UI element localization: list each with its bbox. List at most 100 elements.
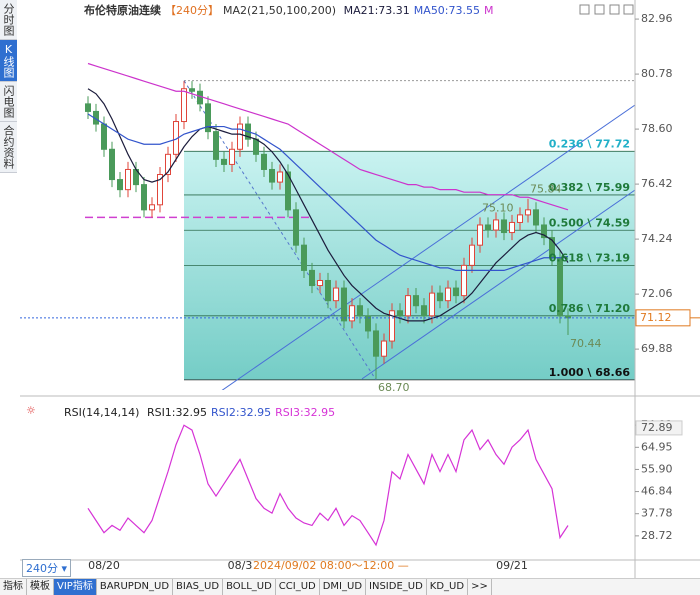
chart-subtitle: 【240分】 [165,4,219,17]
candle-body [365,315,371,332]
y-tick-label: 64.95 [641,440,673,453]
price-annotation: 75.84 [530,183,562,196]
candle-body [533,209,539,226]
candle-body [221,158,227,165]
candle-body [373,330,379,357]
y-tick-label: 72.06 [641,287,673,300]
price-annotation: 68.70 [378,381,410,394]
candle-body [397,310,403,317]
chart: ☼ 2024/09/02 08:00～12:00 — 82.96 80.78 78.… [20,0,700,578]
x-tick-label: 08/3 [228,559,253,572]
side-tab[interactable]: 闪电图 [0,82,17,122]
candle-body [429,292,435,317]
candle-body [445,287,451,302]
candle-body [293,209,299,246]
price-annotation: 75.10 [482,201,514,214]
sidebar: 分时图 K线图 闪电图 合约资料 [0,0,17,173]
toolbar-item[interactable]: BIAS_UD [173,579,224,595]
channel-line [221,104,635,390]
candle-body [125,168,131,191]
candle-body [453,287,459,297]
candle-body [405,295,411,317]
toolbar-item[interactable]: KD_UD [427,579,469,595]
chart-title: 布伦特原油连续 [84,4,161,17]
candle-body [381,340,387,357]
candle-body [333,287,339,302]
side-tab[interactable]: 合约资料 [0,122,17,173]
y-tick-label: 76.42 [641,177,673,190]
fib-diagonal [183,80,377,381]
ma-line [87,113,569,271]
candle-body [237,123,243,150]
toolbar-item[interactable]: CCI_UD [276,579,320,595]
toolbar-item[interactable]: INSIDE_UD [366,579,427,595]
toolbar: 指标 模板 VIP指标 BARUPDN_UD BIAS_UD BOLL_UD CCI_UD D… [0,578,700,595]
side-tab[interactable]: K线图 [0,40,17,82]
toolbar-item[interactable]: 指标 [0,579,27,595]
candle-body [541,224,547,239]
candle-body [205,103,211,133]
rsi-line [87,424,569,547]
legend-entry: MA50:73.55 [413,4,481,17]
candle-body [253,138,259,155]
legend-entry: RSI3:32.95 [275,406,336,419]
candle-body [501,219,507,234]
candle-body [413,295,419,307]
candle-body [461,264,467,297]
x-tick-label: 09/21 [496,559,528,572]
candle-body [309,269,315,287]
rsi-icon: ☼ [26,404,36,417]
crosshair-value: 72.89 [641,421,673,434]
candle-body [493,219,499,231]
candle-body [389,310,395,342]
candle-body [349,305,355,322]
ma-line [87,88,569,322]
y-tick-label: 55.90 [641,462,673,475]
fib-label: 0.618 \ 73.19 [549,252,630,265]
chart-header: 布伦特原油连续 【240分】 MA2(21,50,100,200) MA21:73.… [84,2,498,18]
fib-label: 0.786 \ 71.20 [549,302,631,315]
candle-body [117,179,123,191]
y-tick-label: 37.78 [641,507,673,520]
candle-body [325,279,331,302]
candle-body [157,174,163,206]
candle-body [149,204,155,211]
fib-label: 0.500 \ 74.59 [549,216,630,229]
candle-body [285,171,291,211]
candle-body [525,209,531,216]
toolbar-item[interactable]: BOLL_UD [223,579,276,595]
candle-body [109,148,115,181]
toolbar-item[interactable]: VIP指标 [54,579,97,595]
y-tick-label: 28.72 [641,529,673,542]
legend-entry: MA21:73.31 [343,4,410,17]
fib-label: 0.236 \ 77.72 [549,137,630,150]
candle-body [85,103,91,112]
legend-entry: RSI1:32.95 [146,406,208,419]
candle-body [101,123,107,150]
candle-body [277,171,283,183]
y-tick-label: 80.78 [641,67,673,80]
candle-body [485,224,491,231]
y-tick-label: 74.24 [641,232,673,245]
y-tick-label: 46.84 [641,485,673,498]
candle-body [229,148,235,165]
candle-body [437,292,443,302]
y-tick-label: 78.60 [641,122,673,135]
toolbar-item[interactable]: BARUPDN_UD [97,579,174,595]
y-tick-label: 69.88 [641,342,673,355]
toolbar-item[interactable]: 模板 [27,579,54,595]
price-plot [85,62,635,390]
last-price-label: 71.12 [640,311,672,324]
toolbar-item[interactable]: >> [468,579,492,595]
candle-body [517,214,523,223]
legend-entry: RSI2:32.95 [211,406,272,419]
side-tab[interactable]: 分时图 [0,0,17,40]
indicator[interactable]: MA2(21,50,100,200) [223,4,337,17]
candle-body [269,168,275,183]
channel-line [361,189,635,380]
rsi-header: RSI(14,14,14) RSI1:32.95 RSI2:32.95 RSI3:3… [20,406,339,419]
timeframe-select[interactable]: 240分 ▾ [22,559,72,577]
rsi-title: RSI(14,14,14) [64,406,140,419]
timeframe: 240分 [26,562,58,575]
toolbar-item[interactable]: DMI_UD [320,579,367,595]
